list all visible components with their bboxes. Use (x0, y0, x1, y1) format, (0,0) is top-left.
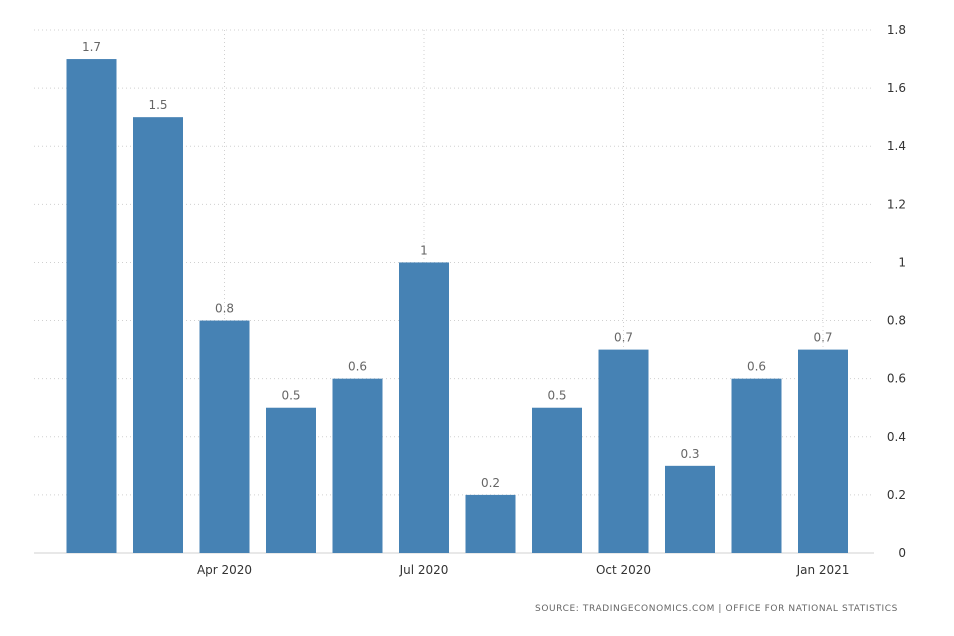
bar (731, 378, 782, 553)
bar (199, 320, 250, 553)
bar-value-label: 0.5 (281, 389, 300, 403)
y-tick-label: 1.6 (887, 81, 906, 95)
bar (266, 407, 316, 553)
y-tick-label: 0 (898, 546, 906, 560)
bar-value-label: 0.7 (813, 331, 832, 345)
bar (532, 407, 582, 553)
x-tick-label: Apr 2020 (197, 563, 252, 577)
bar (133, 117, 183, 554)
x-tick-label: Jan 2021 (796, 563, 850, 577)
bar (66, 59, 117, 554)
source-note: SOURCE: TRADINGECONOMICS.COM | OFFICE FO… (535, 604, 898, 614)
y-tick-label: 0.8 (887, 314, 906, 328)
y-tick-label: 1 (898, 255, 906, 269)
y-tick-label: 1.2 (887, 197, 906, 211)
y-tick-label: 0.6 (887, 372, 906, 386)
bar (798, 349, 848, 553)
x-tick-label: Jul 2020 (399, 563, 449, 577)
bar-value-label: 0.6 (348, 360, 367, 374)
bar-value-label: 1.7 (82, 40, 101, 54)
bar (465, 494, 516, 553)
bar-chart: 0 0.2 0.4 0.6 0.8 1 1.2 1.4 1.6 1.8 Apr 2020 Jul 20… (34, 23, 906, 577)
bar-value-label: 0.3 (680, 447, 699, 461)
y-tick-label: 0.2 (887, 488, 906, 502)
bar-value-label: 0.8 (215, 302, 234, 316)
bar-value-label: 1.5 (148, 98, 167, 112)
bar (665, 465, 715, 553)
bar-value-label: 0.5 (547, 389, 566, 403)
bar-value-label: 0.7 (614, 331, 633, 345)
y-tick-label: 1.4 (887, 139, 906, 153)
bar (332, 378, 383, 553)
y-tick-label: 0.4 (887, 430, 906, 444)
bar (598, 349, 649, 553)
y-tick-label: 1.8 (887, 23, 906, 37)
bar-value-label: 0.6 (747, 360, 766, 374)
bar-value-label: 0.2 (481, 476, 500, 490)
bar (399, 262, 449, 553)
x-tick-label: Oct 2020 (596, 563, 651, 577)
bar-value-label: 1 (420, 243, 428, 257)
